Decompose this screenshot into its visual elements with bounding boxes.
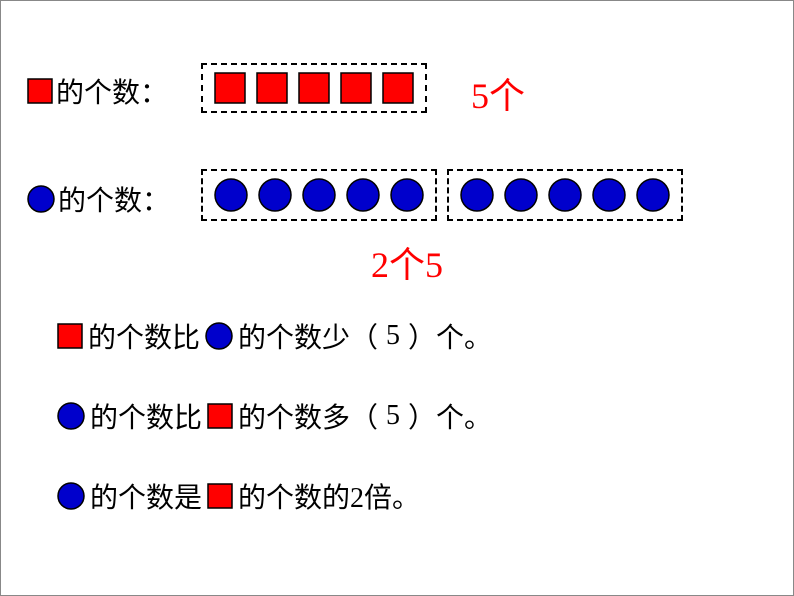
circle-icon — [301, 177, 337, 213]
circle-icon — [389, 177, 425, 213]
stmt1-part1: 的个数比 — [88, 316, 200, 356]
square-icon — [339, 71, 373, 105]
square-icon — [206, 402, 234, 430]
square-icon — [381, 71, 415, 105]
circle-icon — [547, 177, 583, 213]
circles-caption: 2个5 — [371, 236, 443, 288]
squares-caption: 5个 — [471, 67, 525, 119]
circle-icon — [56, 401, 86, 431]
stmt2-part2: 的个数多（ — [238, 396, 378, 436]
row-circles: 的个数： — [26, 179, 170, 219]
stmt3-part1: 的个数是 — [90, 476, 202, 516]
circle-icon — [26, 184, 56, 214]
statement-3: 的个数是 的个数的2倍。 — [56, 476, 420, 516]
stmt1-part2: 的个数少（ — [238, 316, 378, 356]
squares-box — [201, 63, 427, 113]
stmt2-answer: 5 — [386, 400, 400, 432]
circles-box-1 — [201, 169, 437, 221]
square-icon — [26, 77, 54, 105]
circle-icon — [459, 177, 495, 213]
stmt1-part3: ）个。 — [408, 316, 492, 356]
statement-2: 的个数比 的个数多（ 5 ）个。 — [56, 396, 492, 436]
circle-icon — [56, 481, 86, 511]
circle-icon — [204, 321, 234, 351]
statement-1: 的个数比 的个数少（ 5 ）个。 — [56, 316, 492, 356]
square-icon — [213, 71, 247, 105]
square-icon — [255, 71, 289, 105]
stmt2-part1: 的个数比 — [90, 396, 202, 436]
circles-box-2 — [447, 169, 683, 221]
circles-label: 的个数： — [58, 179, 170, 219]
circles-container — [201, 169, 683, 221]
row-squares: 的个数： — [26, 71, 168, 111]
circle-icon — [213, 177, 249, 213]
stmt3-part2: 的个数的2倍。 — [238, 476, 420, 516]
circle-icon — [257, 177, 293, 213]
squares-label: 的个数： — [56, 71, 168, 111]
stmt2-part3: ）个。 — [408, 396, 492, 436]
square-icon — [56, 322, 84, 350]
stmt1-answer: 5 — [386, 320, 400, 352]
circle-icon — [635, 177, 671, 213]
circle-icon — [503, 177, 539, 213]
square-icon — [297, 71, 331, 105]
square-icon — [206, 482, 234, 510]
circle-icon — [345, 177, 381, 213]
circle-icon — [591, 177, 627, 213]
